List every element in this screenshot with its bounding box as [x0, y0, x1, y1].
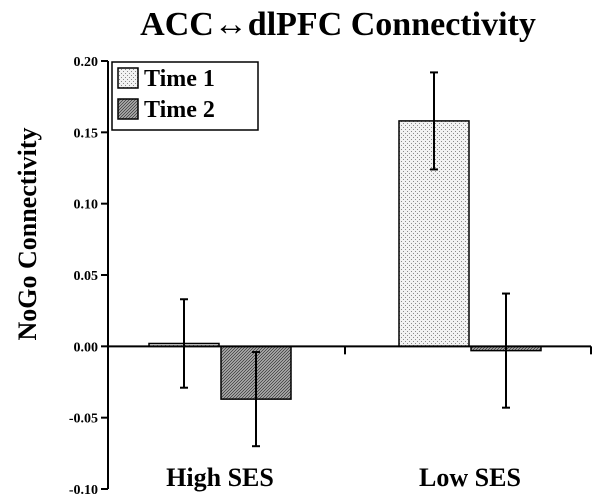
- y-tick-label: 0.05: [74, 269, 99, 284]
- legend: Time 1 Time 2: [111, 61, 259, 131]
- y-tick-label: 0.10: [74, 198, 99, 213]
- y-tick-label: 0.00: [74, 340, 99, 355]
- legend-swatch-time-2: [117, 98, 139, 120]
- y-tick-label: -0.10: [69, 483, 98, 496]
- y-tick-label: 0.15: [74, 126, 99, 141]
- legend-label-time-2: Time 2: [144, 97, 215, 123]
- y-tick-label: -0.05: [69, 412, 98, 427]
- legend-swatch-time-1: [117, 67, 139, 89]
- category-label-high-ses: High SES: [166, 463, 274, 492]
- chart-title: ACC↔dlPFC Connectivity: [140, 6, 536, 43]
- y-axis-label: NoGo Connectivity: [13, 127, 42, 340]
- category-labels: High SES Low SES: [166, 463, 521, 492]
- y-tick-label: 0.20: [74, 55, 99, 70]
- legend-label-time-1: Time 1: [144, 66, 215, 92]
- category-label-low-ses: Low SES: [419, 463, 521, 492]
- y-axis: 0.20 0.15 0.10 0.05 0.00 -0.05 -0.10: [69, 55, 109, 496]
- x-axis: [108, 345, 592, 355]
